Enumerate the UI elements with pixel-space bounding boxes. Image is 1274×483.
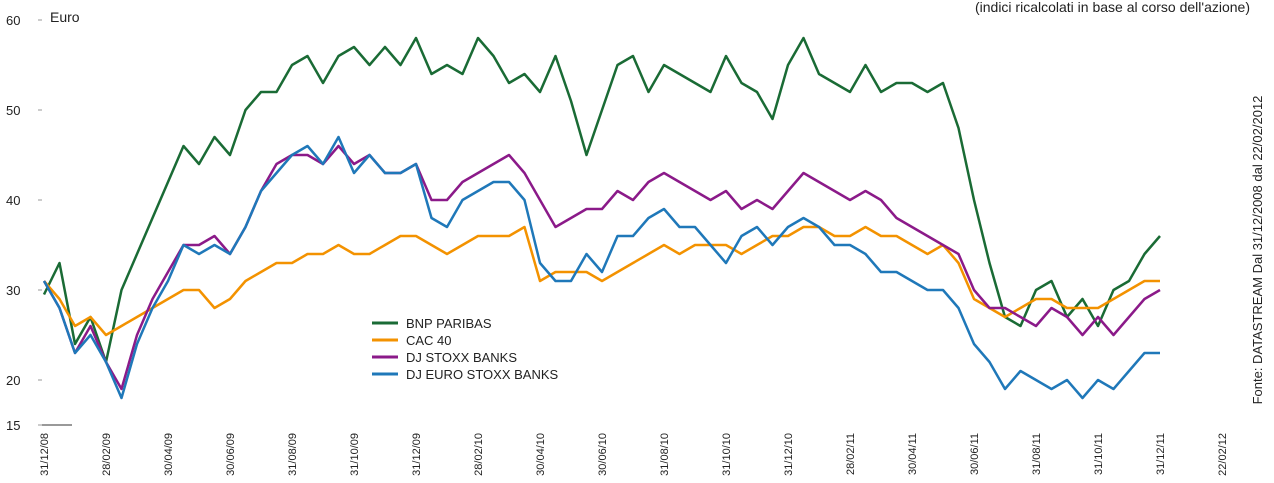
series-line bbox=[42, 36, 1161, 364]
source-note: Fonte: DATASTREAM Dal 31/12/2008 dal 22/… bbox=[1250, 96, 1265, 405]
x-tick-label: 31/12/11 bbox=[1155, 433, 1167, 475]
x-tick-label: 31/12/10 bbox=[783, 433, 795, 476]
series-line bbox=[42, 144, 1161, 391]
x-tick-label: 30/06/11 bbox=[969, 433, 981, 475]
x-tick-label: 30/06/09 bbox=[225, 433, 237, 476]
x-tick-label: 31/10/11 bbox=[1093, 433, 1105, 475]
series-line bbox=[42, 135, 1160, 400]
x-tick-label: 31/08/09 bbox=[287, 433, 299, 476]
legend-label: BNP PARIBAS bbox=[406, 316, 492, 331]
legend-label: CAC 40 bbox=[406, 333, 452, 348]
x-tick-label: 28/02/10 bbox=[473, 433, 485, 476]
legend-label: DJ STOXX BANKS bbox=[406, 350, 517, 365]
y-tick-label: 30 bbox=[6, 283, 20, 298]
x-tick-label: 28/02/09 bbox=[101, 433, 113, 476]
y-tick-label: 20 bbox=[6, 373, 20, 388]
x-tick-label: 22/02/12 bbox=[1217, 433, 1229, 476]
y-tick-label: 40 bbox=[6, 193, 20, 208]
x-tick-label: 31/08/10 bbox=[659, 433, 671, 476]
y-tick-label: 60 bbox=[6, 13, 20, 28]
x-tick-label: 28/02/11 bbox=[845, 433, 857, 475]
legend-label: DJ EURO STOXX BANKS bbox=[406, 367, 559, 382]
y-axis-label: Euro bbox=[50, 9, 80, 25]
y-tick-label: 15 bbox=[6, 418, 20, 433]
x-tick-label: 31/10/09 bbox=[349, 433, 361, 476]
x-tick-label: 30/04/11 bbox=[907, 433, 919, 475]
x-tick-label: 30/04/10 bbox=[535, 433, 547, 476]
x-tick-label: 31/12/08 bbox=[39, 433, 51, 476]
x-tick-label: 31/12/09 bbox=[411, 433, 423, 476]
series-line bbox=[43, 225, 1160, 337]
x-tick-label: 31/08/11 bbox=[1031, 433, 1043, 475]
x-tick-label: 30/06/10 bbox=[597, 433, 609, 476]
x-tick-label: 30/04/09 bbox=[163, 433, 175, 476]
y-tick-label: 50 bbox=[6, 103, 20, 118]
x-tick-label: 31/10/10 bbox=[721, 433, 733, 476]
chart-title: (indici ricalcolati in base al corso del… bbox=[975, 0, 1250, 15]
